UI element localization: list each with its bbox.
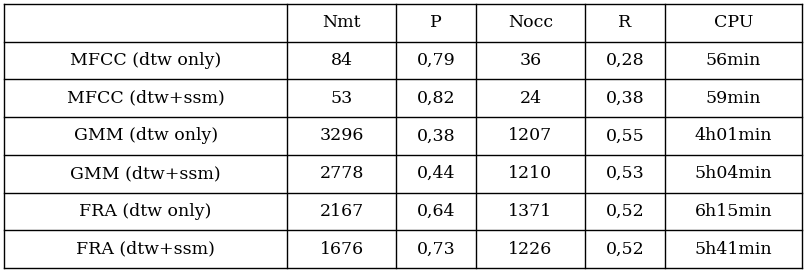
Text: 0,82: 0,82	[417, 90, 455, 107]
Text: P: P	[430, 14, 442, 32]
Text: 0,38: 0,38	[417, 128, 455, 144]
Text: 84: 84	[330, 52, 352, 69]
Text: 24: 24	[519, 90, 542, 107]
Text: 1226: 1226	[509, 240, 553, 258]
Text: 5h41min: 5h41min	[695, 240, 772, 258]
Text: GMM (dtw only): GMM (dtw only)	[73, 128, 218, 144]
Text: FRA (dtw only): FRA (dtw only)	[80, 203, 212, 220]
Text: 0,38: 0,38	[605, 90, 644, 107]
Text: 0,44: 0,44	[417, 165, 455, 182]
Text: MFCC (dtw+ssm): MFCC (dtw+ssm)	[67, 90, 225, 107]
Text: Nmt: Nmt	[322, 14, 361, 32]
Text: FRA (dtw+ssm): FRA (dtw+ssm)	[77, 240, 215, 258]
Text: CPU: CPU	[714, 14, 753, 32]
Text: 0,53: 0,53	[605, 165, 644, 182]
Text: 3296: 3296	[319, 128, 364, 144]
Text: 2778: 2778	[319, 165, 364, 182]
Text: 4h01min: 4h01min	[695, 128, 772, 144]
Text: 6h15min: 6h15min	[695, 203, 772, 220]
Text: 1210: 1210	[509, 165, 553, 182]
Text: 56min: 56min	[706, 52, 761, 69]
Text: MFCC (dtw only): MFCC (dtw only)	[70, 52, 222, 69]
Text: 59min: 59min	[706, 90, 761, 107]
Text: 0,64: 0,64	[417, 203, 455, 220]
Text: Nocc: Nocc	[508, 14, 553, 32]
Text: 0,52: 0,52	[605, 240, 644, 258]
Text: 53: 53	[330, 90, 353, 107]
Text: 0,52: 0,52	[605, 203, 644, 220]
Text: 0,28: 0,28	[605, 52, 644, 69]
Text: 0,73: 0,73	[417, 240, 455, 258]
Text: 1207: 1207	[509, 128, 553, 144]
Text: 5h04min: 5h04min	[695, 165, 772, 182]
Text: 36: 36	[519, 52, 542, 69]
Text: 2167: 2167	[319, 203, 364, 220]
Text: 0,55: 0,55	[605, 128, 644, 144]
Text: 1676: 1676	[319, 240, 364, 258]
Text: 0,79: 0,79	[417, 52, 455, 69]
Text: R: R	[618, 14, 632, 32]
Text: GMM (dtw+ssm): GMM (dtw+ssm)	[70, 165, 221, 182]
Text: 1371: 1371	[509, 203, 553, 220]
